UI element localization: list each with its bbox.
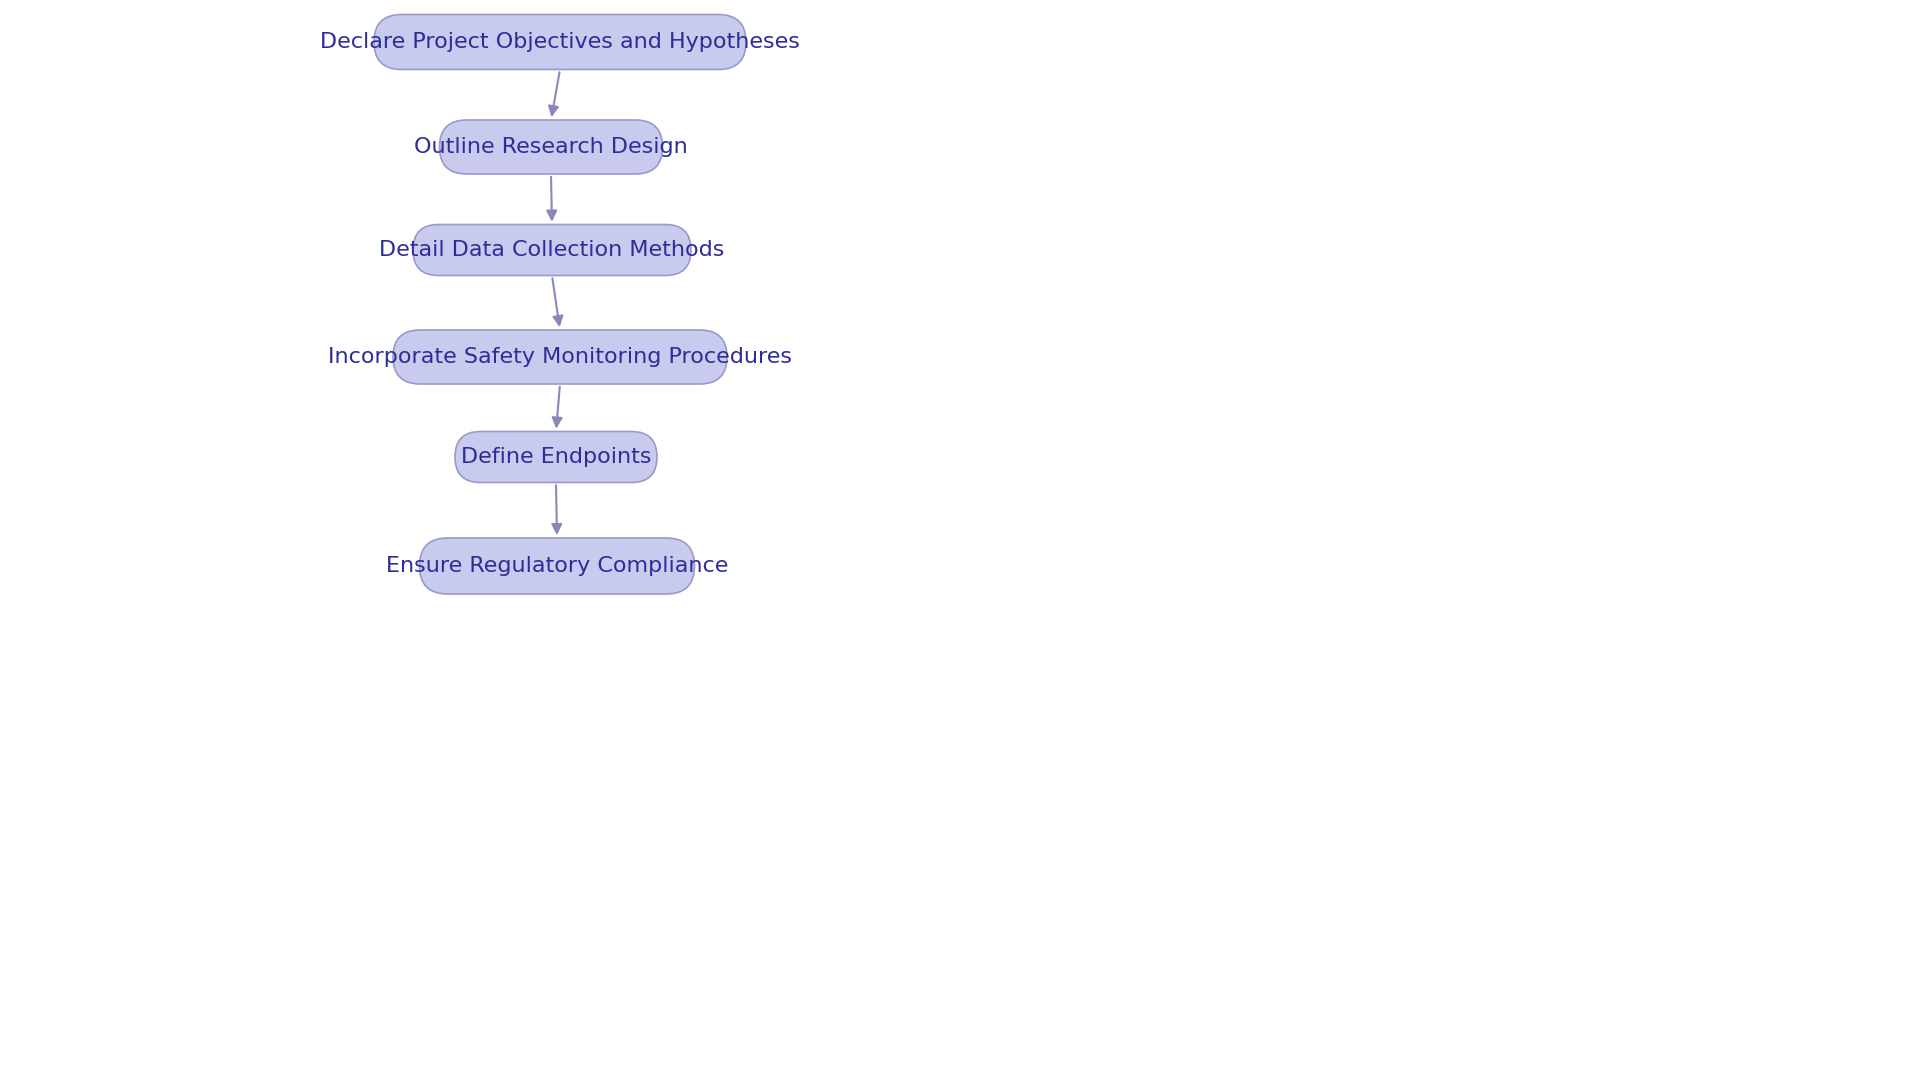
Text: Define Endpoints: Define Endpoints [461,447,651,467]
FancyBboxPatch shape [419,538,695,593]
FancyBboxPatch shape [394,330,728,384]
Text: Declare Project Objectives and Hypotheses: Declare Project Objectives and Hypothese… [321,32,801,52]
Text: Ensure Regulatory Compliance: Ensure Regulatory Compliance [386,556,728,576]
FancyBboxPatch shape [413,224,691,275]
FancyBboxPatch shape [374,14,747,69]
FancyBboxPatch shape [455,431,657,483]
FancyBboxPatch shape [440,120,662,174]
Text: Incorporate Safety Monitoring Procedures: Incorporate Safety Monitoring Procedures [328,347,791,367]
Text: Detail Data Collection Methods: Detail Data Collection Methods [380,240,724,260]
Text: Outline Research Design: Outline Research Design [415,138,687,157]
